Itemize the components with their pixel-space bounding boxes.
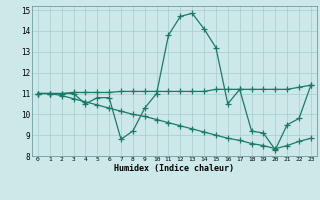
X-axis label: Humidex (Indice chaleur): Humidex (Indice chaleur) <box>115 164 234 173</box>
